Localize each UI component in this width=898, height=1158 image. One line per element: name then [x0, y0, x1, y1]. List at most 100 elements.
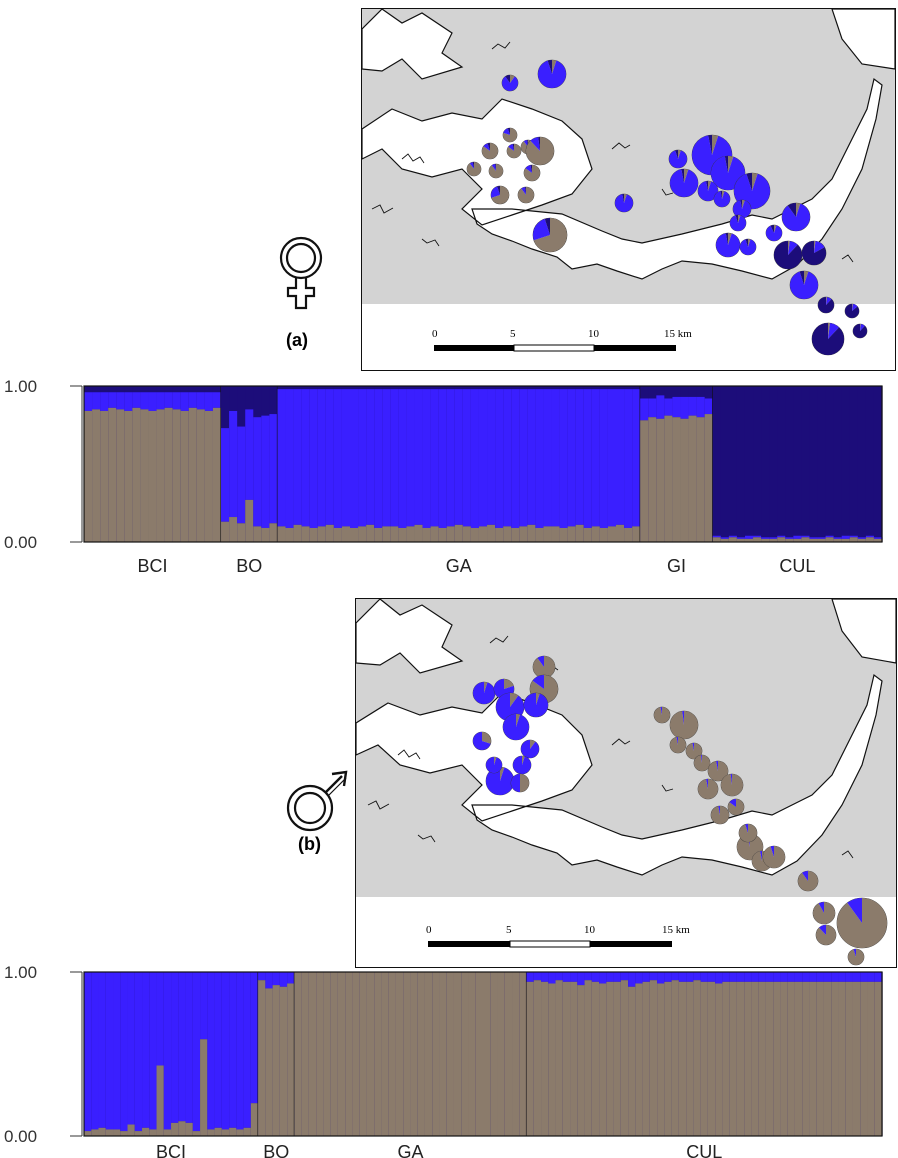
pie-slice-grey — [710, 806, 729, 824]
map-b-scale-bar: 0 5 10 15 km — [426, 924, 690, 948]
bar-blue-segment — [178, 972, 187, 1122]
pie-slice-grey — [828, 323, 831, 339]
map-a-coastline-detail — [371, 41, 854, 263]
pie-slice-grey — [522, 756, 525, 765]
pie-slice-blue — [486, 757, 503, 773]
bar-blue-segment — [269, 414, 279, 524]
bar-blue-segment — [833, 537, 843, 539]
bar-blue-segment — [527, 389, 536, 525]
bar-grey-segment — [857, 538, 867, 542]
bar-blue-segment — [686, 972, 694, 982]
bar-grey-segment — [487, 524, 496, 542]
bar-grey-segment — [229, 517, 238, 542]
bar-grey-segment — [696, 417, 706, 542]
bar-blue-segment — [680, 396, 690, 419]
bar-grey-segment — [551, 526, 561, 542]
bar-grey-segment — [462, 526, 472, 542]
pie-slice-navy — [544, 218, 550, 235]
bar-grey-segment — [410, 972, 419, 1136]
y-tick-label-top: 1.00 — [4, 963, 37, 982]
pie-slice-grey — [728, 233, 732, 245]
pie-slice-grey — [788, 241, 790, 255]
pie-slice-navy — [725, 233, 728, 245]
bar-blue-segment — [852, 972, 861, 982]
bar-grey-segment — [277, 526, 287, 542]
bar-grey-segment — [678, 981, 687, 1136]
bar-blue-segment — [758, 972, 767, 982]
bar-grey-segment — [559, 527, 569, 542]
bar-grey-segment — [873, 538, 883, 542]
pie-slice-navy — [622, 194, 624, 203]
pie-slice-grey — [847, 949, 864, 965]
bar-grey-segment — [649, 980, 658, 1136]
bar-grey-segment — [845, 981, 854, 1136]
bar-grey-segment — [212, 407, 222, 542]
bar-grey-segment — [616, 524, 625, 542]
bar-blue-segment — [495, 389, 504, 528]
bar-blue-segment — [140, 392, 150, 410]
population-label: BCI — [138, 556, 168, 576]
pie-slice-navy — [740, 200, 742, 209]
bar-grey-segment — [794, 981, 803, 1136]
bar-blue-segment — [620, 972, 629, 981]
pie-slice-blue — [483, 143, 490, 151]
bar-navy-segment — [728, 386, 738, 542]
bar-navy-segment — [801, 386, 811, 542]
bar-grey-segment — [192, 1131, 201, 1136]
barplot-a-bars — [83, 385, 883, 543]
pie-slice-blue — [828, 323, 839, 339]
bar-blue-segment — [817, 537, 827, 539]
pie-slice-navy — [507, 128, 510, 135]
bar-grey-segment — [720, 538, 730, 542]
bar-blue-segment — [414, 389, 424, 525]
bar-grey-segment — [317, 526, 327, 542]
bar-grey-segment — [204, 410, 214, 542]
bar-blue-segment — [802, 972, 811, 982]
bar-grey-segment — [712, 537, 722, 542]
bar-blue-segment — [124, 392, 133, 411]
bar-navy-segment — [769, 386, 778, 542]
pie-slice-grey — [722, 191, 725, 199]
pie-slice-grey — [552, 60, 557, 74]
bar-grey-segment — [374, 527, 383, 542]
bar-navy-segment — [736, 386, 746, 542]
bar-grey-segment — [438, 527, 448, 542]
pie-slice-navy — [774, 241, 803, 270]
pie-slice-blue — [473, 732, 491, 750]
pie-slice-blue — [524, 693, 548, 717]
barplot-b-bars — [83, 971, 883, 1137]
bar-blue-segment — [214, 972, 223, 1128]
bar-navy-segment — [761, 386, 770, 542]
bar-blue-segment — [672, 396, 682, 418]
bar-blue-segment — [715, 972, 723, 984]
map-a-legend-area — [362, 304, 895, 370]
bar-grey-segment — [867, 981, 876, 1136]
population-label: BCI — [156, 1142, 186, 1158]
pie-slice-navy — [706, 181, 708, 191]
bar-grey-segment — [172, 409, 182, 542]
pie-slice-blue — [818, 902, 824, 913]
bar-blue-segment — [358, 389, 367, 527]
pie-slice-blue — [729, 799, 736, 807]
bar-grey-segment — [809, 981, 818, 1136]
bar-blue-segment — [285, 389, 295, 528]
bar-grey-segment — [116, 409, 125, 542]
scale-tick-label: 15 km — [664, 328, 692, 340]
bar-grey-segment — [382, 526, 391, 542]
bar-grey-segment — [475, 972, 484, 1136]
pie-slice-grey — [707, 761, 728, 781]
bar-blue-segment — [156, 392, 166, 410]
bar-grey-segment — [388, 972, 397, 1136]
bar-grey-segment — [470, 527, 480, 542]
bar-grey-segment — [664, 415, 674, 542]
bar-blue-segment — [398, 389, 408, 528]
bar-navy-segment — [712, 386, 722, 542]
bar-grey-segment — [640, 420, 649, 542]
scale-segment — [509, 940, 591, 948]
bar-grey-segment — [279, 986, 288, 1136]
pie-slice-grey — [500, 767, 505, 781]
map-b-legend-area — [356, 897, 896, 967]
bar-grey-segment — [253, 526, 262, 542]
bar-grey-segment — [134, 1131, 143, 1136]
bar-blue-segment — [91, 972, 100, 1130]
